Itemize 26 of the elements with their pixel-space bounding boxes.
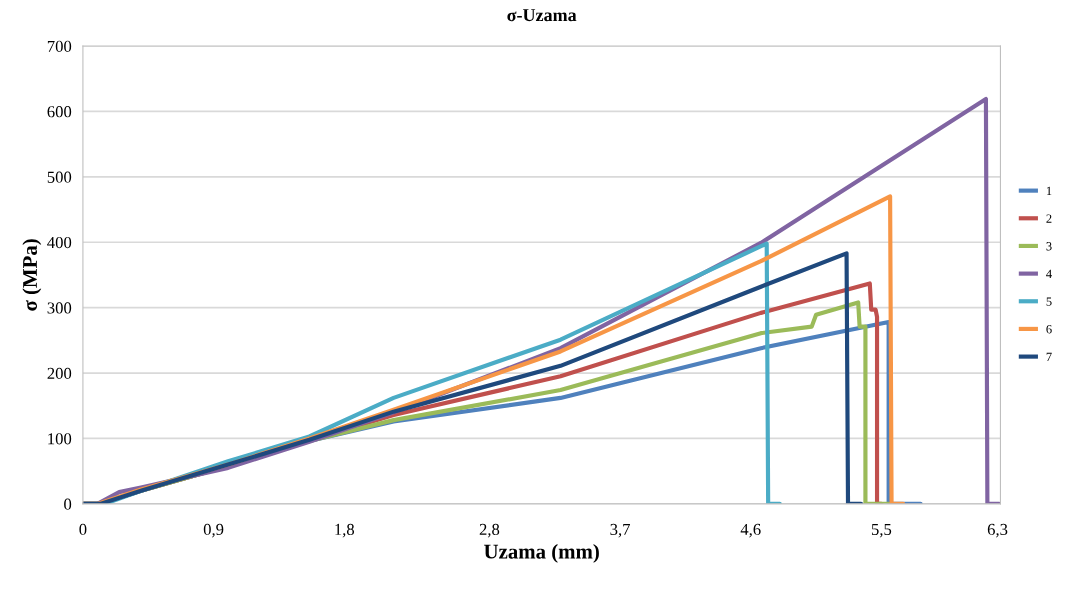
legend-label: 2 (1046, 214, 1052, 223)
y-tick-label: 0 (64, 498, 72, 510)
legend-label: 1 (1046, 186, 1052, 195)
y-tick-label: 600 (47, 106, 72, 118)
y-tick-label: 100 (48, 433, 72, 445)
chart-title: σ-Uzama (507, 9, 577, 22)
y-tick-label: 400 (47, 236, 72, 249)
y-tick-label: 300 (47, 302, 72, 314)
x-tick-label: 6,3 (987, 523, 1008, 538)
x-tick-label: 0,9 (203, 523, 224, 538)
y-axis-title: σ (MPa) (22, 239, 42, 311)
x-tick-label: 4,6 (740, 523, 761, 538)
y-tick-label: 700 (47, 40, 72, 52)
x-tick-label: 5,5 (871, 523, 892, 538)
x-tick-label: 1,8 (335, 523, 355, 538)
legend-label: 3 (1046, 242, 1052, 251)
legend-label: 6 (1046, 325, 1052, 334)
y-tick-label: 200 (47, 367, 72, 379)
y-tick-label: 500 (47, 171, 72, 183)
legend-label: 7 (1046, 352, 1052, 361)
x-tick-label: 0 (79, 523, 87, 536)
legend-label: 5 (1046, 297, 1052, 306)
legend-label: 4 (1046, 269, 1052, 278)
x-tick-label: 3,7 (610, 523, 631, 538)
x-tick-label: 2,8 (479, 523, 500, 538)
x-axis-title: Uzama (mm) (484, 543, 599, 563)
